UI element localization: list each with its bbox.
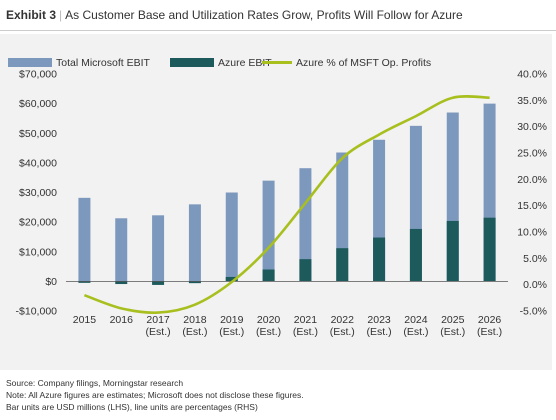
left-tick-label: -$10,000 <box>16 306 58 318</box>
x-tick-label: 2020 <box>257 314 281 326</box>
x-tick-label: 2025 <box>441 314 465 326</box>
azure-ebit-bar <box>115 281 128 285</box>
left-tick-label: $70,000 <box>19 69 57 81</box>
total-ebit-bar <box>225 192 238 282</box>
exhibit-header: Exhibit 3 | As Customer Base and Utilizati… <box>6 8 463 22</box>
x-tick-label: 2016 <box>110 314 134 326</box>
header-separator: | <box>59 8 63 22</box>
x-tick-label: (Est.) <box>367 326 392 338</box>
legend-swatch-2 <box>170 58 214 67</box>
azure-ebit-bar <box>78 281 91 283</box>
right-tick-label: 10.0% <box>517 227 547 239</box>
total-ebit-bar <box>78 197 91 282</box>
azure-ebit-bar <box>188 281 201 284</box>
left-tick-label: $10,000 <box>19 246 57 258</box>
right-tick-label: 30.0% <box>517 121 547 133</box>
x-tick-label: (Est.) <box>293 326 318 338</box>
x-tick-label: 2026 <box>478 314 502 326</box>
estimate-note: Note: All Azure figures are estimates; M… <box>6 390 304 400</box>
legend-label-1: Total Microsoft EBIT <box>56 57 151 69</box>
azure-ebit-bar <box>152 281 165 285</box>
right-tick-label: 0.0% <box>523 279 547 291</box>
x-tick-label: 2017 <box>146 314 170 326</box>
total-ebit-bar <box>152 215 165 282</box>
right-tick-label: 40.0% <box>517 69 547 81</box>
azure-ebit-bar <box>409 228 422 282</box>
azure-ebit-bar <box>225 276 238 282</box>
right-tick-label: 25.0% <box>517 148 547 160</box>
x-tick-label: (Est.) <box>256 326 281 338</box>
units-note: Bar units are USD millions (LHS), line u… <box>6 402 258 412</box>
right-tick-label: -5.0% <box>520 306 547 318</box>
header-rule <box>0 30 556 31</box>
x-tick-label: (Est.) <box>440 326 465 338</box>
azure-ebit-bar <box>446 220 459 282</box>
total-ebit-bar <box>299 168 312 282</box>
left-tick-label: $30,000 <box>19 187 57 199</box>
total-ebit-bar <box>188 204 201 282</box>
chart-svg: Total Microsoft EBIT Azure EBIT Azure % of… <box>8 57 547 338</box>
right-tick-label: 20.0% <box>517 174 547 186</box>
left-tick-label: $50,000 <box>19 128 57 140</box>
chart-title: As Customer Base and Utilization Rates G… <box>65 8 463 22</box>
x-tick-label: (Est.) <box>146 326 171 338</box>
x-tick-label: (Est.) <box>403 326 428 338</box>
right-tick-label: 35.0% <box>517 95 547 107</box>
x-tick-label: 2022 <box>331 314 355 326</box>
azure-ebit-bar <box>262 269 275 282</box>
x-tick-label: 2021 <box>294 314 318 326</box>
exhibit-number: Exhibit 3 <box>6 8 57 22</box>
left-tick-label: $40,000 <box>19 157 57 169</box>
right-tick-label: 15.0% <box>517 200 547 212</box>
total-ebit-bar <box>115 218 128 282</box>
source-note: Source: Company filings, Morningstar res… <box>6 378 184 388</box>
azure-share-line <box>83 95 490 314</box>
total-ebit-bar <box>262 180 275 282</box>
legend-label-3: Azure % of MSFT Op. Profits <box>296 57 431 69</box>
x-tick-label: 2018 <box>183 314 207 326</box>
x-tick-label: 2019 <box>220 314 244 326</box>
azure-ebit-bar <box>336 248 349 282</box>
legend-swatch-1 <box>8 58 52 67</box>
x-tick-label: 2023 <box>367 314 391 326</box>
x-tick-label: (Est.) <box>219 326 244 338</box>
azure-ebit-bar <box>483 217 496 282</box>
x-tick-label: (Est.) <box>182 326 207 338</box>
left-tick-label: $0 <box>45 276 57 288</box>
left-tick-label: $20,000 <box>19 217 57 229</box>
left-tick-label: $60,000 <box>19 98 57 110</box>
x-tick-label: (Est.) <box>477 326 502 338</box>
azure-ebit-bar <box>373 237 386 282</box>
azure-ebit-bar <box>299 259 312 282</box>
x-tick-label: 2024 <box>404 314 428 326</box>
right-tick-label: 5.0% <box>523 253 547 265</box>
x-tick-label: 2015 <box>73 314 97 326</box>
chart-footer: Source: Company filings, Morningstar res… <box>6 377 304 413</box>
x-tick-label: (Est.) <box>330 326 355 338</box>
legend-label-2: Azure EBIT <box>218 57 272 69</box>
chart-panel: Total Microsoft EBIT Azure EBIT Azure % of… <box>0 34 552 370</box>
